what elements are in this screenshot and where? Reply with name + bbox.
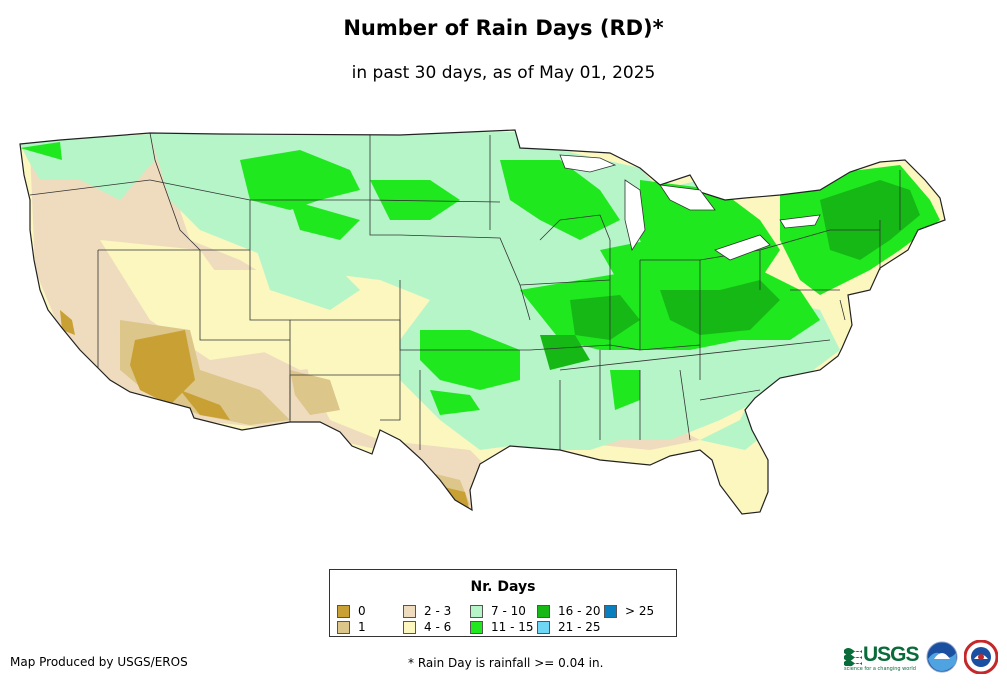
legend-item-4-6: 4 - 6 [403, 620, 451, 634]
state-boundaries [29, 132, 901, 450]
producer-credit: Map Produced by USGS/EROS [10, 655, 188, 669]
legend-swatch [470, 620, 483, 634]
legend-item-0: 0 [337, 604, 366, 618]
legend-label: 11 - 15 [491, 620, 534, 634]
legend-item-16-20: 16 - 20 [537, 604, 601, 618]
legend-swatch [337, 620, 350, 634]
map-title: Number of Rain Days (RD)* [343, 16, 664, 40]
rain-day-footnote: * Rain Day is rainfall >= 0.04 in. [408, 656, 604, 670]
noaa-logo-icon [926, 641, 958, 673]
nws-logo-icon [964, 640, 998, 674]
usgs-logo: USGS science for a changing world [844, 643, 920, 673]
legend-label: 7 - 10 [491, 604, 526, 618]
legend-label: > 25 [625, 604, 655, 618]
rain-days-choropleth [20, 130, 945, 514]
legend-swatch [403, 604, 416, 618]
legend-label: 0 [358, 604, 366, 618]
legend-item-gt-25: > 25 [604, 604, 654, 618]
legend-label: 2 - 3 [424, 604, 452, 618]
legend-swatch [537, 604, 550, 618]
usgs-tagline: science for a changing world [844, 666, 916, 672]
legend-label: 4 - 6 [424, 620, 452, 634]
legend: Nr. Days 0 1 2 - 3 4 - 6 7 - 10 11 - 15 … [329, 569, 677, 637]
legend-item-2-3: 2 - 3 [403, 604, 451, 618]
legend-item-1: 1 [337, 620, 366, 634]
legend-label: 16 - 20 [558, 604, 601, 618]
legend-swatch [604, 604, 617, 618]
great-lakes [559, 154, 821, 261]
legend-swatch [337, 604, 350, 618]
legend-label: 1 [358, 620, 366, 634]
legend-title: Nr. Days [470, 579, 536, 595]
legend-item-21-25: 21 - 25 [537, 620, 601, 634]
us-rain-days-map [19, 129, 946, 515]
legend-swatch [403, 620, 416, 634]
legend-item-11-15: 11 - 15 [470, 620, 534, 634]
usgs-logo-text: USGS [863, 643, 920, 666]
usgs-wave-icon [844, 648, 862, 666]
legend-label: 21 - 25 [558, 620, 601, 634]
legend-item-7-10: 7 - 10 [470, 604, 526, 618]
map-subtitle: in past 30 days, as of May 01, 2025 [351, 63, 656, 83]
legend-swatch [470, 604, 483, 618]
legend-swatch [537, 620, 550, 634]
